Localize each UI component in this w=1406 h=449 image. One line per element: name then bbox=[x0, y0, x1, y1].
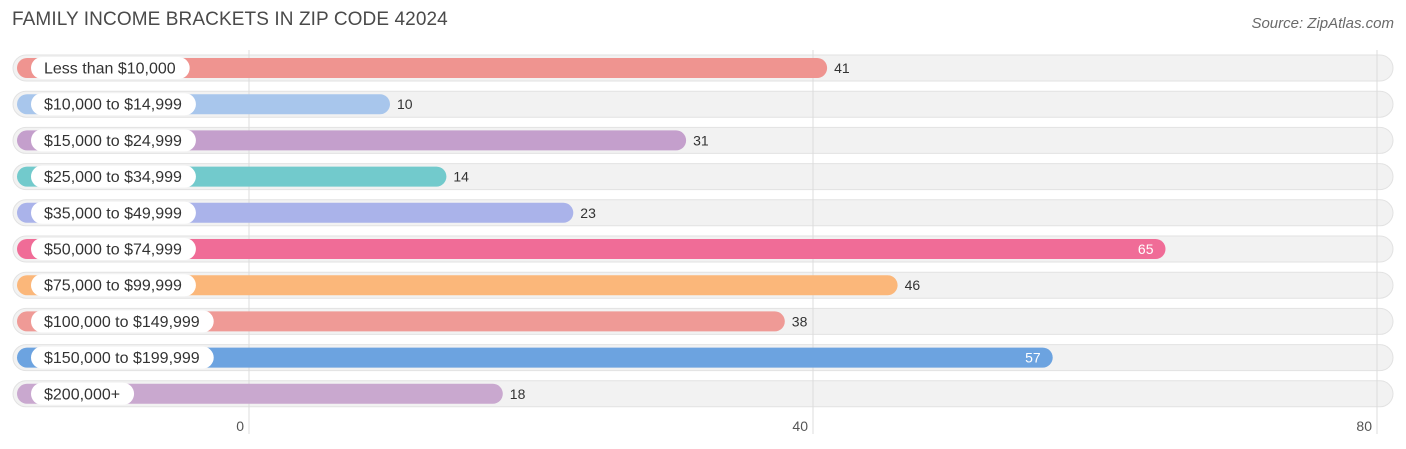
category-label: Less than $10,000 bbox=[44, 61, 176, 78]
category-pill bbox=[31, 129, 196, 152]
value-label: 65 bbox=[1138, 241, 1154, 257]
category-pill bbox=[31, 274, 196, 297]
category-label: $50,000 to $74,999 bbox=[44, 242, 182, 259]
value-label: 31 bbox=[693, 132, 709, 148]
category-label: $150,000 to $199,999 bbox=[44, 350, 200, 367]
category-label: $35,000 to $49,999 bbox=[44, 205, 182, 222]
value-label: 18 bbox=[510, 386, 526, 402]
category-label: $15,000 to $24,999 bbox=[44, 133, 182, 150]
category-pill bbox=[31, 165, 196, 188]
x-tick-label: 40 bbox=[792, 418, 808, 434]
x-axis-ticks: 0 40 80 bbox=[236, 418, 1372, 434]
value-label: 14 bbox=[453, 169, 469, 185]
category-label: $100,000 to $149,999 bbox=[44, 314, 200, 331]
bar bbox=[17, 383, 503, 404]
value-label: 10 bbox=[397, 96, 413, 112]
value-label: 57 bbox=[1025, 350, 1041, 366]
category-pill bbox=[31, 93, 196, 116]
bar bbox=[17, 239, 1166, 259]
source-label: Source: ZipAtlas.com bbox=[1251, 15, 1394, 32]
category-pill bbox=[31, 346, 214, 369]
value-label: 46 bbox=[905, 277, 921, 293]
category-pill bbox=[31, 382, 135, 405]
bar bbox=[17, 275, 898, 296]
category-pill bbox=[31, 238, 196, 260]
x-tick-label: 80 bbox=[1356, 418, 1372, 434]
category-pill bbox=[31, 201, 196, 224]
bar bbox=[17, 347, 1053, 368]
bar bbox=[17, 58, 828, 78]
category-label: $25,000 to $34,999 bbox=[44, 169, 182, 186]
value-label: 41 bbox=[834, 60, 850, 76]
value-label: 23 bbox=[580, 205, 596, 221]
category-label: $75,000 to $99,999 bbox=[44, 278, 182, 295]
category-pill bbox=[31, 310, 214, 333]
category-label: $10,000 to $14,999 bbox=[44, 97, 182, 114]
category-label: $200,000+ bbox=[44, 386, 120, 403]
bars: Less than $10,000 41 $10,000 to $14,999 10 $… bbox=[17, 57, 1166, 405]
category-pill bbox=[31, 57, 190, 79]
chart-title: FAMILY INCOME BRACKETS IN ZIP CODE 42024 bbox=[12, 9, 448, 30]
x-tick-label: 0 bbox=[236, 418, 244, 434]
value-label: 38 bbox=[792, 313, 808, 329]
